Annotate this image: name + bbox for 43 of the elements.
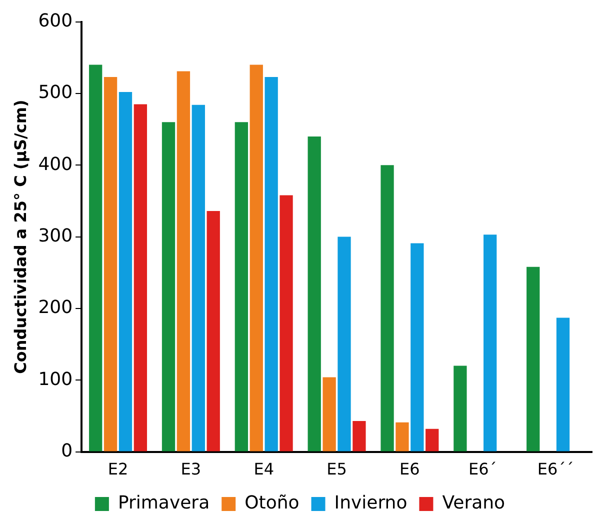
bar (162, 122, 176, 452)
legend-label: Invierno (334, 492, 408, 514)
bar (352, 420, 366, 452)
bar (308, 136, 321, 452)
bar (454, 366, 467, 452)
bar (338, 236, 351, 452)
bar (234, 122, 248, 452)
bar (118, 92, 132, 452)
y-axis-title: Conductividad a 25° C (µS/cm) (10, 100, 30, 374)
bar (322, 377, 336, 452)
bar (410, 243, 424, 452)
y-tick-label: 0 (61, 440, 73, 462)
y-tick-label: 500 (38, 82, 73, 104)
bar (426, 428, 439, 452)
bar (134, 104, 148, 452)
bar (206, 211, 220, 452)
y-tick-label: 300 (38, 225, 73, 246)
x-tick-label: E6 (400, 460, 420, 479)
bar (526, 266, 540, 452)
bar (396, 422, 409, 452)
bar (104, 76, 118, 452)
bar (484, 234, 497, 452)
bar (89, 64, 102, 452)
bar (264, 76, 278, 452)
bar (250, 64, 263, 452)
y-tick-label: 100 (38, 368, 73, 390)
y-tick-label: 400 (38, 154, 73, 175)
x-tick-label: E4 (254, 460, 274, 479)
bar (280, 195, 293, 452)
bar (556, 318, 570, 452)
bar (176, 71, 190, 452)
legend-label: Verano (442, 492, 506, 514)
x-tick-label: E6´´ (537, 460, 574, 479)
x-tick-label: E6´ (468, 460, 497, 479)
bar (192, 104, 205, 452)
y-tick-label: 600 (38, 10, 73, 32)
x-tick-label: E5 (326, 460, 347, 479)
bar (380, 165, 394, 452)
y-tick-label: 200 (38, 297, 73, 318)
x-tick-label: E3 (180, 460, 202, 479)
legend-label: Otoño (244, 492, 300, 514)
x-tick-label: E2 (108, 460, 128, 479)
legend-label: Primavera (118, 492, 210, 514)
